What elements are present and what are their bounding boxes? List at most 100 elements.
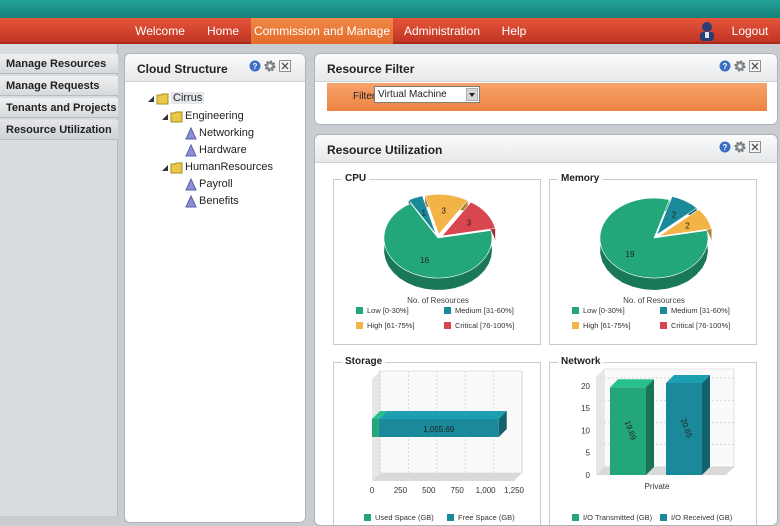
pie-slice [599, 197, 709, 279]
legend-label: Critical [76-100%] [455, 321, 514, 330]
bar [610, 387, 646, 475]
chart-title: Storage [342, 356, 386, 367]
close-icon[interactable] [749, 60, 761, 72]
sidebar: Manage Resources Manage Requests Tenants… [0, 44, 118, 516]
pie-axis-label: No. of Resources [407, 296, 469, 305]
chart-title: CPU [342, 173, 370, 184]
legend-swatch [356, 322, 363, 329]
top-banner [0, 0, 780, 18]
expand-triangle-icon[interactable] [161, 164, 169, 172]
x-tick-label: 1,000 [476, 486, 497, 495]
bar-side [498, 411, 507, 437]
chart-floor [372, 473, 522, 481]
filter-label: Filter [353, 91, 376, 102]
tree-node-benefits[interactable]: Benefits [185, 195, 295, 211]
network-chart: Network 0 5 10 15 20 19.69 20.65 Private I/O Tra… [549, 356, 757, 525]
pie-data-label: 1 [421, 208, 426, 217]
chart-side-wall [596, 369, 604, 475]
help-icon[interactable]: ? [719, 60, 731, 72]
panel-header: Cloud Structure ? [125, 54, 305, 82]
nav-home[interactable]: Home [206, 24, 239, 38]
nav-welcome[interactable]: Welcome [135, 24, 185, 38]
y-tick-label: 10 [581, 427, 590, 436]
legend-label: Used Space (GB) [375, 513, 434, 522]
legend-swatch [444, 322, 451, 329]
bar-segment [372, 419, 379, 437]
legend-swatch [660, 322, 667, 329]
project-icon [185, 195, 197, 208]
pie-slice [441, 201, 496, 237]
legend-label: Critical [76-100%] [671, 321, 730, 330]
gear-icon[interactable] [734, 141, 746, 153]
folder-icon [170, 162, 183, 174]
user-avatar-icon[interactable] [696, 20, 718, 42]
tree-node-hardware[interactable]: Hardware [185, 144, 295, 160]
tree-node-networking[interactable]: Networking [185, 127, 295, 143]
legend-swatch [660, 514, 667, 521]
bar-segment [378, 419, 499, 437]
x-tick-label: 250 [394, 486, 408, 495]
sidebar-item-manage-resources[interactable]: Manage Resources [0, 54, 118, 74]
pie-data-label: 3 [441, 207, 446, 216]
svg-text:?: ? [723, 143, 728, 152]
logout-link[interactable]: Logout [731, 24, 769, 38]
legend-label: I/O Transmitted (GB) [583, 513, 653, 522]
y-tick-label: 5 [586, 449, 591, 458]
close-icon[interactable] [749, 141, 761, 153]
x-tick-label: 1,250 [504, 486, 525, 495]
bar-top [372, 411, 387, 419]
x-tick-label: 0 [370, 486, 375, 495]
chart-title: Memory [558, 173, 603, 184]
legend-swatch [356, 307, 363, 314]
gear-icon[interactable] [734, 60, 746, 72]
tree-label-hardware: Hardware [199, 144, 247, 156]
legend-label: High [61-75%] [583, 321, 631, 330]
help-icon[interactable]: ? [249, 60, 261, 72]
pie-slice [658, 209, 712, 237]
nav-help[interactable]: Help [501, 24, 527, 38]
bar-side [702, 375, 710, 475]
help-icon[interactable]: ? [719, 141, 731, 153]
tree-label-payroll: Payroll [199, 178, 233, 190]
sidebar-item-resource-utilization[interactable]: Resource Utilization [0, 120, 118, 140]
storage-bar-svg: 0 250 500 750 1,000 1,250 1,055.69 Used Space (… [364, 370, 525, 522]
pie-data-label: 2 [685, 222, 690, 231]
panel-title: Resource Utilization [327, 143, 443, 157]
panel-controls: ? [249, 60, 295, 74]
sidebar-item-manage-requests[interactable]: Manage Requests [0, 76, 118, 96]
panel-title: Resource Filter [327, 62, 415, 76]
close-icon[interactable] [279, 60, 291, 72]
legend-label: Medium [31-60%] [671, 306, 730, 315]
gear-icon[interactable] [264, 60, 276, 72]
storage-chart: Storage 0 250 500 750 1,000 1,250 1,055.69 Used… [333, 356, 541, 525]
pie-slice [408, 195, 437, 235]
memory-chart: Memory 19 2 2 No. of Resources Low [0-30%] Me… [549, 173, 757, 345]
tree-label-humanresources: HumanResources [185, 161, 274, 173]
tree-node-humanresources[interactable]: HumanResources [161, 161, 301, 177]
panel-controls: ? [719, 60, 765, 74]
x-tick-label: 500 [422, 486, 436, 495]
bar [666, 383, 702, 475]
sidebar-item-tenants-and-projects[interactable]: Tenants and Projects [0, 98, 118, 118]
pie-data-label: 19 [626, 250, 635, 259]
legend-swatch [447, 514, 454, 521]
nav-administration[interactable]: Administration [403, 24, 481, 38]
tree-node-engineering[interactable]: Engineering [161, 110, 301, 126]
expand-triangle-icon[interactable] [161, 113, 169, 121]
tree-node-payroll[interactable]: Payroll [185, 178, 295, 194]
expand-triangle-icon[interactable] [147, 95, 155, 103]
chevron-down-icon[interactable] [466, 88, 478, 101]
main-nav: Welcome Home Commission and Manage Admin… [0, 18, 780, 44]
filter-select[interactable]: Virtual Machine [374, 86, 480, 103]
tree-label-cirrus: Cirrus [171, 92, 205, 104]
legend-swatch [364, 514, 371, 521]
filter-select-value: Virtual Machine [378, 89, 447, 100]
nav-commission-and-manage[interactable]: Commission and Manage [251, 18, 393, 44]
bar-top [610, 379, 654, 388]
chart-title: Network [558, 356, 604, 367]
tree-root-cirrus[interactable]: Cirrus [147, 92, 297, 108]
bar-top [378, 411, 507, 419]
